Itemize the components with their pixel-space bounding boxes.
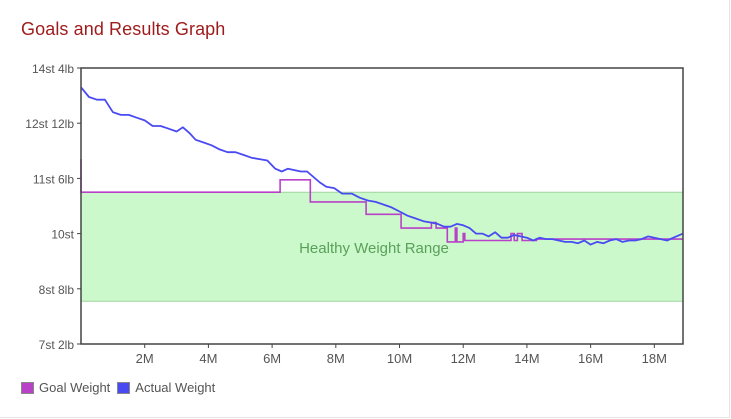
goal-weight-swatch [21, 381, 34, 394]
y-tick-label: 7st 2lb [39, 338, 75, 352]
legend-label-actual: Actual Weight [135, 380, 216, 395]
legend-item-actual[interactable]: Actual Weight [117, 380, 215, 395]
legend-item-goal[interactable]: Goal Weight [21, 380, 110, 395]
x-tick-label: 10M [387, 351, 412, 366]
x-axis-ticks: 2M 4M 6M 8M 10M 12M 14M 16M 18M [136, 344, 667, 366]
y-axis-ticks: 7st 2lb 8st 8lb 10st 11st 6lb 12st 12lb 14st … [25, 62, 81, 352]
x-tick-label: 6M [263, 351, 281, 366]
healthy-range-label: Healthy Weight Range [299, 240, 449, 257]
graph-title: Goals and Results Graph [21, 19, 226, 39]
x-tick-label: 2M [136, 351, 154, 366]
x-tick-label: 18M [642, 351, 667, 366]
x-tick-label: 16M [578, 351, 603, 366]
x-tick-label: 4M [199, 351, 217, 366]
x-tick-label: 8M [327, 351, 345, 366]
goal-weight-line [80, 159, 683, 243]
healthy-range-band [81, 192, 683, 302]
y-tick-label: 10st [51, 228, 74, 242]
y-tick-label: 12st 12lb [25, 117, 74, 131]
y-tick-label: 11st 6lb [33, 172, 74, 186]
plot-frame [80, 67, 684, 345]
legend-label-goal: Goal Weight [39, 380, 111, 395]
legend: Goal Weight Actual Weight [21, 380, 222, 395]
x-tick-label: 14M [514, 351, 539, 366]
actual-weight-line [80, 86, 684, 246]
actual-weight-swatch [117, 381, 131, 394]
x-tick-label: 12M [451, 351, 476, 366]
y-tick-label: 8st 8lb [39, 283, 75, 297]
y-tick-label: 14st 4lb [32, 62, 74, 76]
